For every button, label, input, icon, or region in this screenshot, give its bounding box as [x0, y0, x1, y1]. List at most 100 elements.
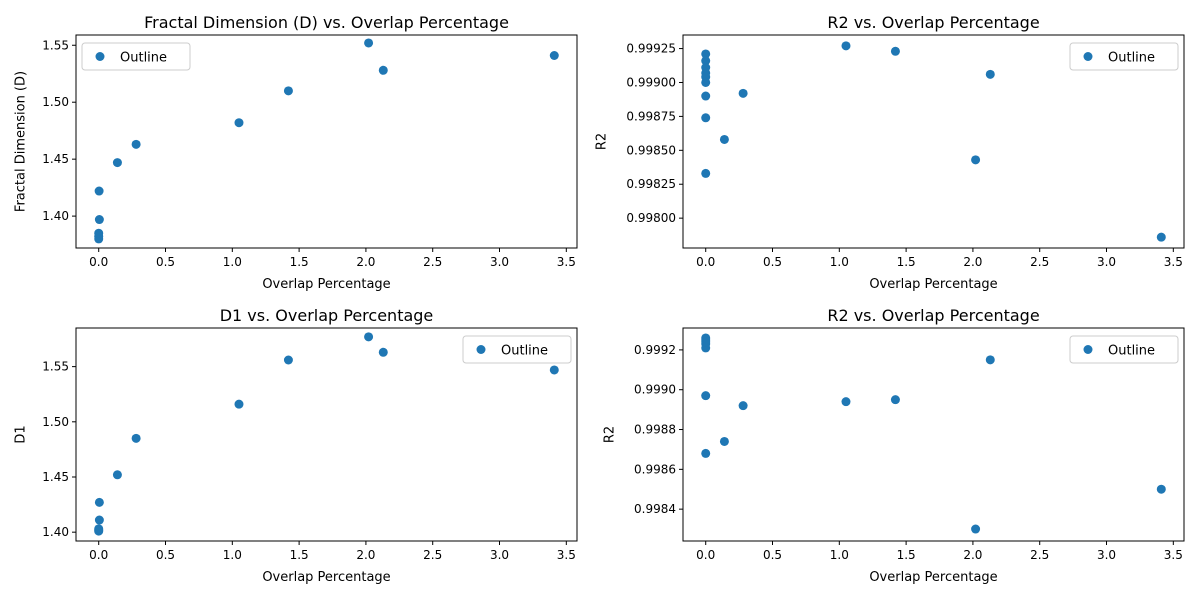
legend-marker: [1083, 345, 1093, 354]
data-point: [1156, 232, 1166, 242]
x-axis-label: Overlap Percentage: [262, 277, 390, 292]
y-tick-label: 0.9992: [634, 343, 676, 357]
y-tick-label: 1.55: [42, 38, 69, 52]
data-point: [234, 399, 244, 409]
y-tick-label: 0.9986: [634, 462, 676, 476]
x-tick-label: 0.5: [763, 548, 782, 562]
legend-marker: [476, 345, 486, 354]
x-tick-label: 2.5: [423, 548, 442, 562]
data-point: [701, 91, 711, 101]
plot-frame: [75, 327, 578, 542]
legend: Outline: [462, 335, 572, 364]
x-axis-label: Overlap Percentage: [869, 277, 997, 292]
x-tick-label: 0.0: [696, 255, 715, 269]
data-point: [378, 65, 388, 75]
data-point: [283, 86, 293, 96]
data-point: [283, 355, 293, 365]
data-point: [971, 524, 981, 534]
plot-frame: [75, 34, 578, 249]
legend-label: Outline: [1108, 51, 1155, 66]
y-tick-label: 0.9984: [634, 502, 676, 516]
legend-box: [81, 42, 191, 71]
data-point: [738, 88, 748, 98]
data-point: [94, 215, 104, 225]
y-axis-label: R2: [595, 133, 610, 150]
y-tick-label: 1.45: [42, 152, 69, 166]
data-point: [364, 332, 374, 342]
y-tick-label: 1.55: [42, 360, 69, 374]
data-point: [549, 51, 559, 61]
legend: Outline: [81, 42, 191, 71]
chart-title: D1 vs. Overlap Percentage: [220, 306, 434, 325]
y-axis-label: Fractal Dimension (D): [14, 71, 29, 212]
data-point: [701, 113, 711, 123]
x-tick-label: 2.5: [1030, 548, 1049, 562]
data-point: [1156, 484, 1166, 494]
data-point: [364, 38, 374, 48]
chart-title: R2 vs. Overlap Percentage: [827, 13, 1039, 32]
x-tick-label: 2.0: [356, 255, 375, 269]
x-tick-label: 2.5: [423, 255, 442, 269]
legend-box: [462, 335, 572, 364]
data-point: [890, 395, 900, 405]
data-point: [719, 436, 729, 446]
data-point: [112, 470, 122, 480]
x-tick-label: 0.0: [89, 548, 108, 562]
legend-box: [1069, 335, 1179, 364]
x-tick-label: 3.0: [1097, 255, 1116, 269]
data-point: [94, 515, 104, 525]
legend-marker: [1083, 52, 1093, 61]
y-tick-label: 1.50: [42, 415, 69, 429]
data-point: [701, 391, 711, 401]
x-tick-label: 3.0: [490, 548, 509, 562]
data-point: [549, 365, 559, 375]
y-tick-label: 0.9988: [634, 423, 676, 437]
x-tick-label: 1.0: [830, 548, 849, 562]
data-point: [131, 139, 141, 149]
data-point: [131, 433, 141, 443]
x-tick-label: 2.5: [1030, 255, 1049, 269]
x-tick-label: 0.5: [156, 548, 175, 562]
x-tick-label: 1.0: [223, 255, 242, 269]
plot-frame: [682, 327, 1185, 542]
x-tick-label: 0.5: [156, 255, 175, 269]
x-tick-label: 3.5: [1164, 255, 1183, 269]
legend-box: [1069, 42, 1179, 71]
data-point: [841, 41, 851, 51]
data-point: [701, 337, 711, 347]
x-tick-label: 1.0: [223, 548, 242, 562]
y-tick-label: 0.99850: [626, 143, 676, 157]
y-tick-label: 1.40: [42, 525, 69, 539]
data-point: [701, 168, 711, 178]
data-point: [112, 158, 122, 168]
subplot-1: Fractal Dimension (D) vs. Overlap Percen…: [14, 13, 578, 292]
data-point: [94, 497, 104, 507]
y-tick-label: 0.99900: [626, 75, 676, 89]
x-tick-label: 1.5: [290, 548, 309, 562]
x-tick-label: 0.5: [763, 255, 782, 269]
plot-frame: [682, 34, 1185, 249]
y-tick-label: 1.45: [42, 470, 69, 484]
x-tick-label: 3.5: [557, 255, 576, 269]
subplot-3: D1 vs. Overlap Percentage 0.0 0.5 1.0 1.5 2.0…: [14, 306, 578, 585]
data-point: [890, 46, 900, 56]
y-tick-label: 0.99875: [626, 109, 676, 123]
data-point: [701, 49, 711, 59]
chart-title: R2 vs. Overlap Percentage: [827, 306, 1039, 325]
y-tick-label: 0.99800: [626, 211, 676, 225]
y-axis-label: R2: [603, 426, 618, 443]
data-point: [701, 56, 711, 66]
legend-label: Outline: [1108, 344, 1155, 359]
data-point: [94, 524, 104, 534]
legend: Outline: [1069, 42, 1179, 71]
y-axis-label: D1: [14, 425, 29, 443]
data-point: [701, 448, 711, 458]
x-tick-label: 2.0: [356, 548, 375, 562]
chart-title: Fractal Dimension (D) vs. Overlap Percen…: [144, 13, 509, 32]
x-tick-label: 0.0: [89, 255, 108, 269]
x-tick-label: 2.0: [963, 548, 982, 562]
data-point: [701, 77, 711, 87]
legend: Outline: [1069, 335, 1179, 364]
data-point: [234, 118, 244, 128]
